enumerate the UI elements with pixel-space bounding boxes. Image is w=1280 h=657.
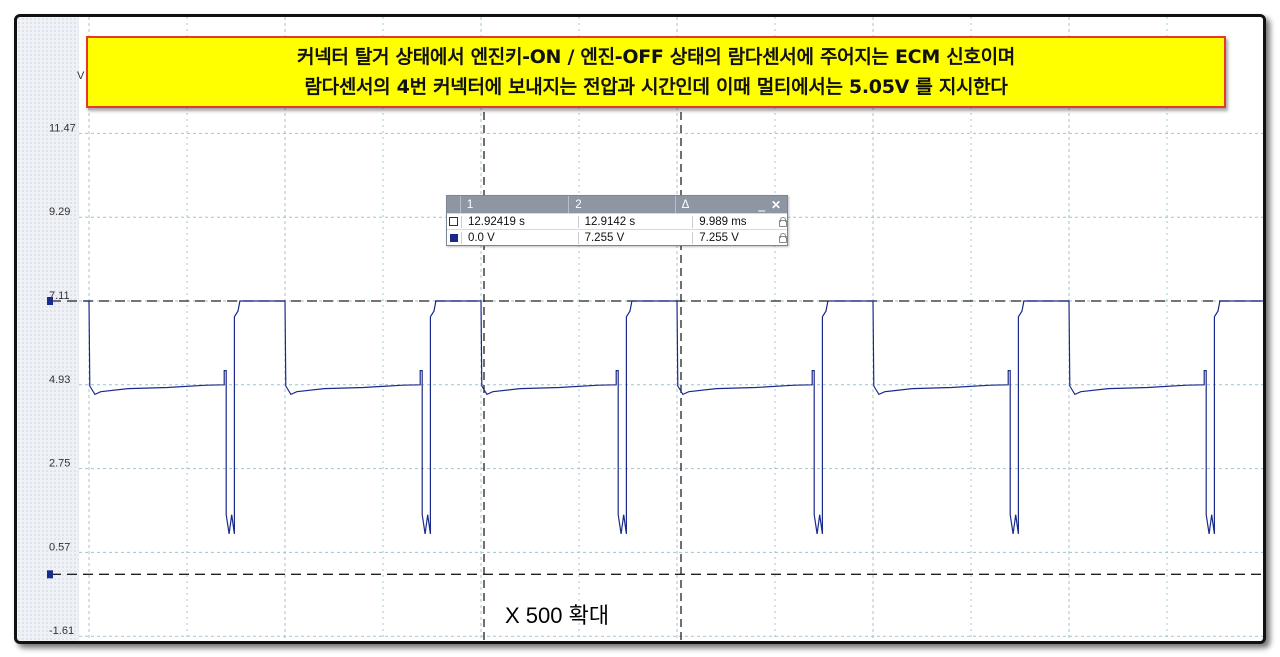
- zoom-label: X 500 확대: [505, 603, 610, 628]
- lock-icon[interactable]: [779, 232, 787, 243]
- y-tick-label: -1.61: [49, 625, 74, 637]
- scope-window: V 11.47 9.29 7.11 4.93 2.75 0.57 -1.61 1 2 Δ ‗ …: [14, 14, 1266, 644]
- time-channel-icon: [449, 217, 459, 226]
- y-tick-label: 2.75: [49, 458, 70, 470]
- delta-header: Δ: [674, 196, 756, 213]
- horizontal-cursor-handle: [47, 570, 53, 579]
- cursor-1-time: 12.92419 s: [460, 215, 578, 228]
- annotation-banner: 커넥터 탈거 상태에서 엔진키-ON / 엔진-OFF 상태의 람다센서에 주어…: [86, 36, 1226, 108]
- cursor-1-voltage: 0.0 V: [460, 231, 578, 244]
- waveform-chart: V 11.47 9.29 7.11 4.93 2.75 0.57 -1.61: [47, 17, 1263, 641]
- lock-icon[interactable]: [779, 216, 787, 227]
- voltage-row: 0.0 V 7.255 V 7.255 V: [447, 229, 787, 245]
- banner-line-2: 람다센서의 4번 커넥터에 보내지는 전압과 시간인데 이때 멀티에서는 5.0…: [304, 76, 1008, 98]
- y-axis-unit-label: V: [77, 70, 85, 82]
- cursor-2-time: 12.9142 s: [577, 215, 693, 228]
- time-row: 12.92419 s 12.9142 s 9.989 ms: [447, 213, 787, 229]
- waveform-trace: [85, 300, 1263, 534]
- delta-time: 9.989 ms: [692, 215, 779, 228]
- voltage-channel-icon: [449, 233, 458, 242]
- cursor-2-header: 2: [568, 196, 674, 213]
- cursor-table-header: 1 2 Δ ‗ ✕: [447, 196, 787, 213]
- y-tick-label: 9.29: [49, 206, 70, 218]
- y-tick-label: 7.11: [49, 290, 70, 302]
- minimize-button[interactable]: ‗: [758, 197, 765, 212]
- y-tick-label: 0.57: [49, 541, 70, 553]
- cursor-1-header: 1: [459, 196, 568, 213]
- cursor-2-voltage: 7.255 V: [577, 231, 693, 244]
- delta-voltage: 7.255 V: [692, 231, 779, 244]
- banner-line-1: 커넥터 탈거 상태에서 엔진키-ON / 엔진-OFF 상태의 람다센서에 주어…: [297, 46, 1015, 68]
- y-tick-label: 4.93: [49, 374, 70, 386]
- close-button[interactable]: ✕: [770, 197, 782, 212]
- y-tick-label: 11.47: [49, 122, 76, 134]
- plot-area: [79, 17, 1263, 641]
- horizontal-cursor-handle: [47, 297, 53, 305]
- cursor-measurement-table[interactable]: 1 2 Δ ‗ ✕ 12.92419 s 12.9142 s 9.989 ms …: [446, 195, 788, 246]
